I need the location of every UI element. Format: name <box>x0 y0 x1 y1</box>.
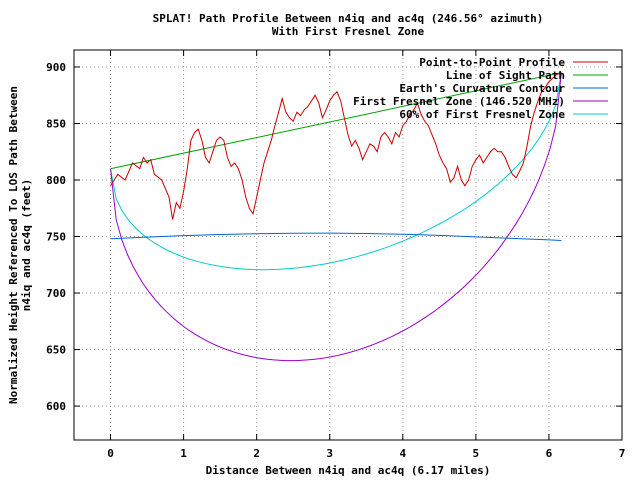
legend-entry-line-of-sight: Line of Sight Path <box>446 69 608 82</box>
x-tick-label: 0 <box>107 447 114 460</box>
y-tick-label: 650 <box>46 344 66 357</box>
chart-title: SPLAT! Path Profile Between n4iq and ac4… <box>153 12 544 25</box>
chart-subtitle: With First Fresnel Zone <box>272 25 425 38</box>
x-tick-label: 3 <box>326 447 333 460</box>
plot-area <box>110 72 562 362</box>
plot-frame <box>73 49 623 441</box>
y-axis-label-line-1: Normalized Height Referenced To LOS Path… <box>7 86 20 404</box>
legend-label: Point-to-Point Profile <box>419 56 565 69</box>
legend-entry-sixty-percent-fresnel: 60% of First Fresnel Zone <box>399 108 608 121</box>
legend-label: Earth's Curvature Contour <box>399 82 565 95</box>
legend-label: Line of Sight Path <box>446 69 565 82</box>
profile-line <box>110 72 562 220</box>
x-tick-label: 1 <box>180 447 187 460</box>
legend-label: First Fresnel Zone (146.520 MHz) <box>353 95 565 108</box>
legend-label: 60% of First Fresnel Zone <box>399 108 565 121</box>
y-tick-label: 700 <box>46 287 66 300</box>
y-tick-label: 750 <box>46 231 66 244</box>
x-tick-label: 2 <box>253 447 260 460</box>
y-tick-label: 850 <box>46 117 66 130</box>
x-axis-label: Distance Between n4iq and ac4q (6.17 mil… <box>206 464 491 477</box>
sixty-percent-fresnel-line <box>110 72 562 271</box>
x-tick-label: 5 <box>473 447 480 460</box>
x-tick-label: 7 <box>619 447 626 460</box>
line-of-sight-line <box>110 72 562 170</box>
earth-curvature-line <box>110 232 562 241</box>
legend-entry-first-fresnel: First Fresnel Zone (146.520 MHz) <box>353 95 608 108</box>
x-tick-label: 4 <box>399 447 406 460</box>
axis-ticks: 0 1 2 3 4 5 6 7 600 650 700 750 800 850 900 <box>46 50 625 460</box>
legend-entry-earth-curvature: Earth's Curvature Contour <box>399 82 608 95</box>
first-fresnel-zone-line <box>110 72 562 362</box>
y-tick-label: 600 <box>46 400 66 413</box>
y-axis-label-line-2: n4iq and ac4q (feet) <box>20 179 33 311</box>
x-tick-label: 6 <box>546 447 553 460</box>
y-tick-label: 800 <box>46 174 66 187</box>
y-tick-label: 900 <box>46 61 66 74</box>
legend-entry-profile: Point-to-Point Profile <box>419 56 608 69</box>
